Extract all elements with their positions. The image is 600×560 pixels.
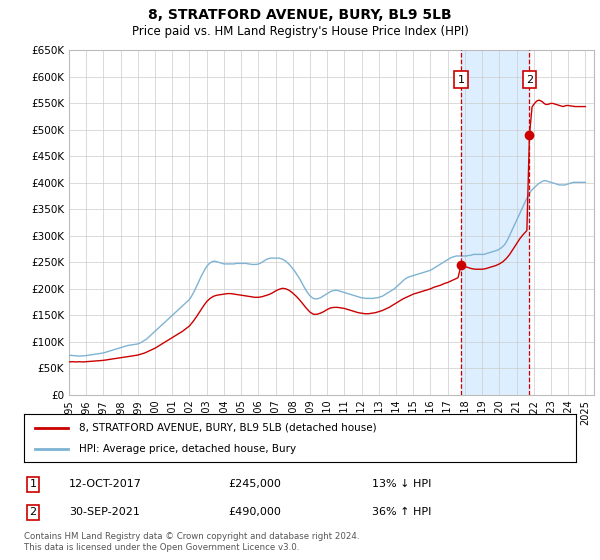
Text: Price paid vs. HM Land Registry's House Price Index (HPI): Price paid vs. HM Land Registry's House … <box>131 25 469 38</box>
Text: 1: 1 <box>29 479 37 489</box>
Text: HPI: Average price, detached house, Bury: HPI: Average price, detached house, Bury <box>79 444 296 454</box>
Text: 2: 2 <box>29 507 37 517</box>
Bar <box>461 50 529 395</box>
Text: £490,000: £490,000 <box>228 507 281 517</box>
Text: Contains HM Land Registry data © Crown copyright and database right 2024.
This d: Contains HM Land Registry data © Crown c… <box>24 532 359 552</box>
Text: 12-OCT-2017: 12-OCT-2017 <box>69 479 142 489</box>
Text: 8, STRATFORD AVENUE, BURY, BL9 5LB (detached house): 8, STRATFORD AVENUE, BURY, BL9 5LB (deta… <box>79 423 377 433</box>
Text: 13% ↓ HPI: 13% ↓ HPI <box>372 479 431 489</box>
Text: 30-SEP-2021: 30-SEP-2021 <box>69 507 140 517</box>
Text: 8, STRATFORD AVENUE, BURY, BL9 5LB: 8, STRATFORD AVENUE, BURY, BL9 5LB <box>148 8 452 22</box>
Text: £245,000: £245,000 <box>228 479 281 489</box>
Text: 2: 2 <box>526 74 533 85</box>
Text: 1: 1 <box>458 74 464 85</box>
Text: 36% ↑ HPI: 36% ↑ HPI <box>372 507 431 517</box>
